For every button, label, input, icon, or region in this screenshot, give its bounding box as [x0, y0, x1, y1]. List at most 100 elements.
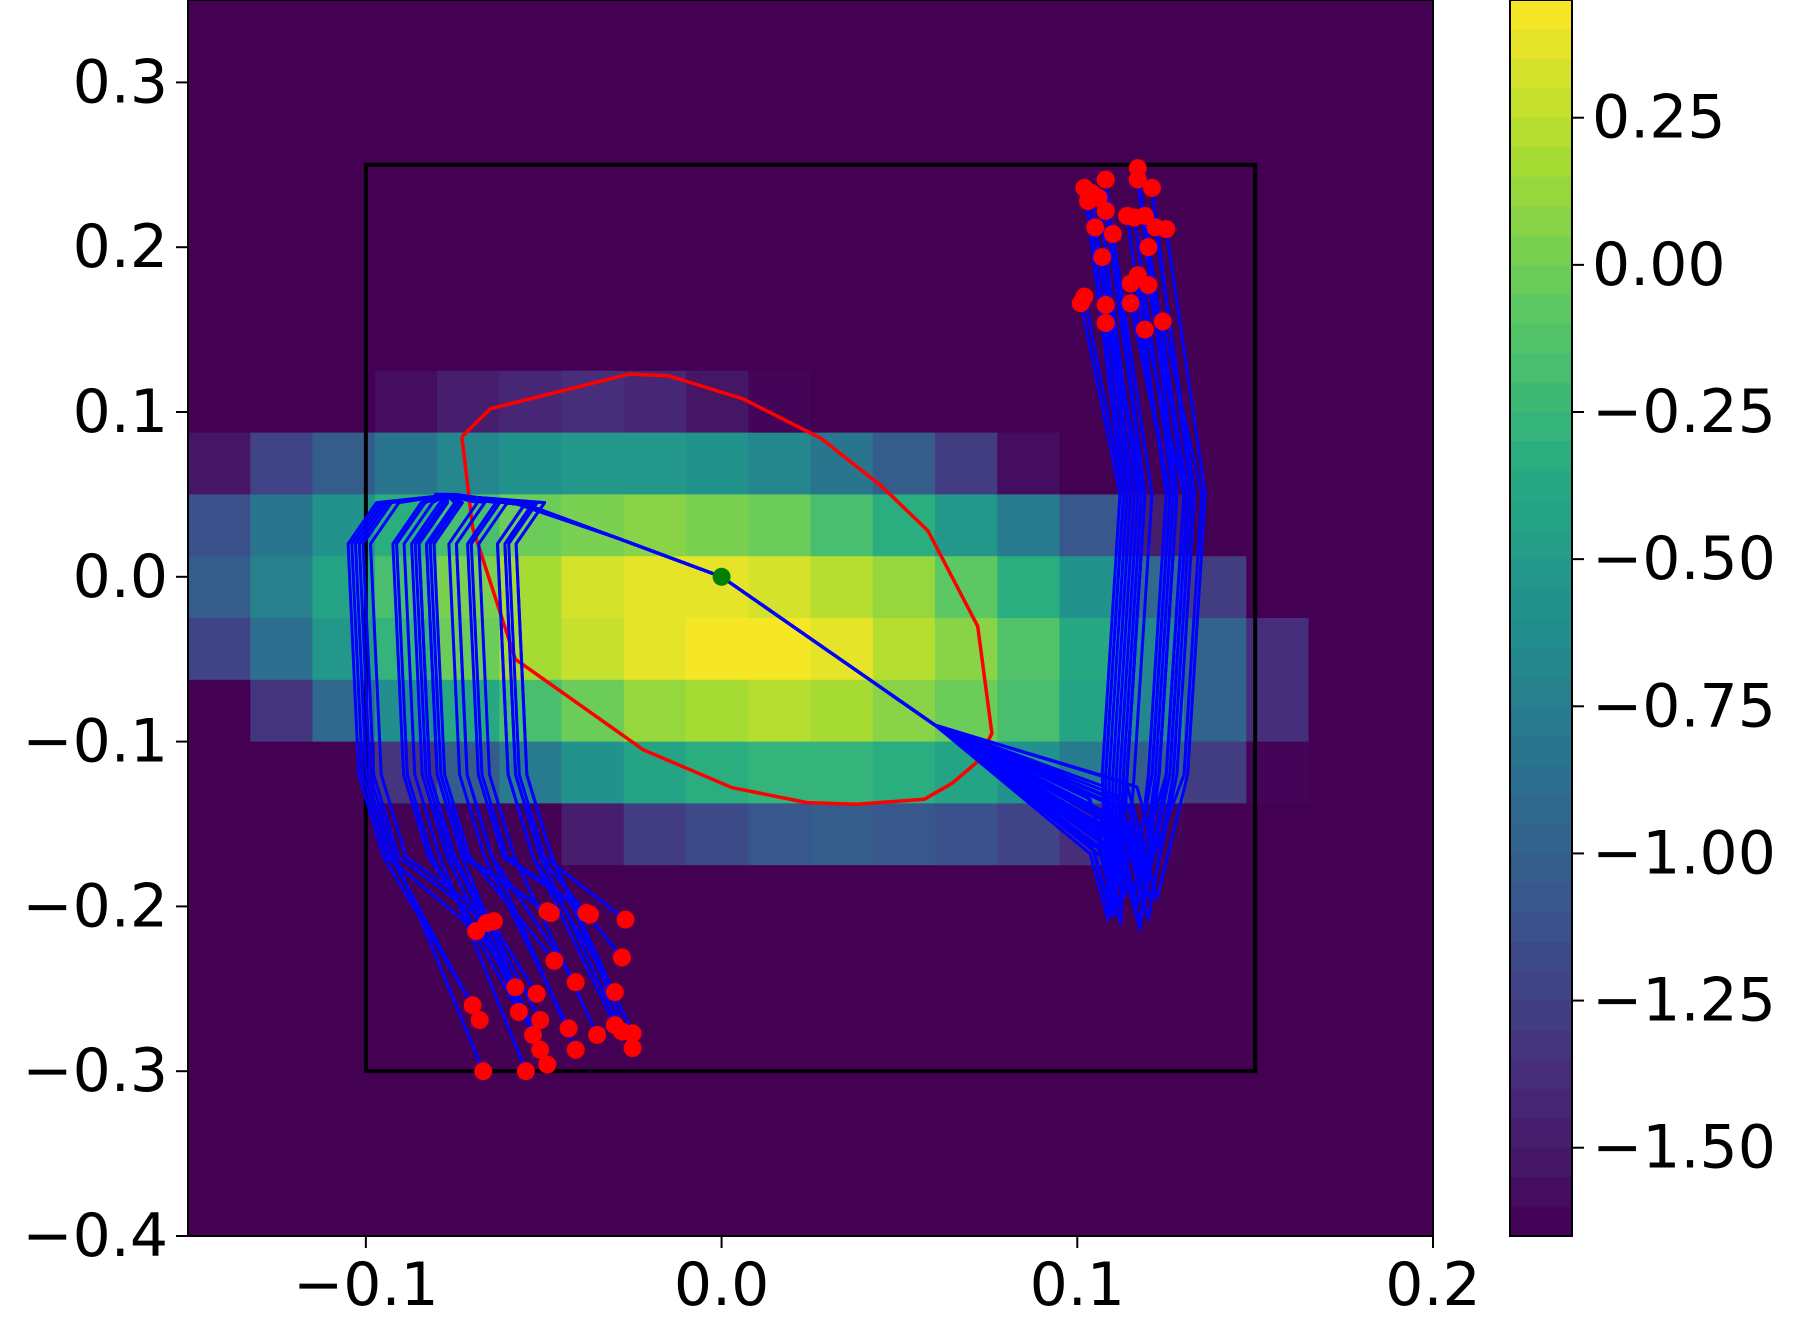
contour-cell	[997, 309, 1061, 372]
trajectory-endpoint	[1125, 208, 1144, 227]
contour-cell	[623, 741, 687, 805]
contour-cell	[935, 432, 998, 496]
contour-cell	[1370, 370, 1433, 434]
contour-cell	[748, 432, 812, 496]
contour-cell	[1246, 61, 1310, 125]
colorbar-band	[1510, 470, 1572, 501]
colorbar-band	[1510, 647, 1572, 678]
contour-cell	[935, 1112, 998, 1175]
contour-cell	[250, 803, 314, 866]
contour-cell	[1308, 185, 1372, 248]
trajectory-group	[346, 167, 1207, 1072]
colorbar-band	[1510, 676, 1572, 707]
contour-cell	[188, 1050, 251, 1114]
trajectory-endpoint	[616, 910, 635, 929]
contour-cell	[1246, 1112, 1310, 1175]
contour-cell	[872, 185, 936, 248]
trajectory-endpoint	[1086, 218, 1105, 237]
colorbar-tick-label: −1.50	[1592, 1113, 1776, 1183]
contour-cell	[250, 988, 314, 1052]
trajectory-endpoint	[463, 996, 482, 1015]
contour-cell	[188, 61, 251, 125]
contour-cell	[1308, 927, 1372, 990]
contour-cell	[810, 1112, 874, 1175]
colorbar-band	[1510, 765, 1572, 796]
contour-cell	[437, 185, 500, 248]
contour-cell	[872, 123, 936, 187]
contour-cell	[997, 865, 1061, 928]
contour-cell	[872, 1050, 936, 1114]
colorbar-band	[1510, 412, 1572, 443]
trajectory-endpoint	[541, 904, 560, 922]
contour-cell	[623, 309, 687, 372]
trajectory-endpoint	[566, 973, 585, 992]
contour-cell	[1308, 0, 1372, 63]
x-tick-label: 0.0	[674, 1250, 769, 1319]
colorbar-band	[1510, 88, 1572, 119]
origin-point	[712, 567, 731, 586]
contour-cell	[499, 1112, 563, 1175]
contour-cell	[872, 370, 936, 434]
contour-cell	[686, 370, 749, 434]
contour-cell	[561, 370, 625, 434]
y-tick-label: −0.2	[22, 871, 168, 941]
trajectory-line	[720, 321, 1204, 855]
contour-cell	[188, 370, 251, 434]
contour-cell	[561, 247, 625, 310]
trajectory-endpoint	[1093, 248, 1112, 267]
contour-cell	[872, 494, 936, 557]
contour-cell	[188, 309, 251, 372]
trajectory-endpoint	[527, 984, 546, 1003]
contour-cell	[748, 185, 812, 248]
colorbar-band	[1510, 0, 1572, 31]
contour-cell	[561, 741, 625, 805]
contour-cell	[935, 61, 998, 125]
contour-cell	[1370, 247, 1433, 310]
contour-cell	[1308, 1050, 1372, 1114]
y-tick-label: 0.0	[73, 542, 168, 612]
trajectory-endpoint	[1128, 170, 1147, 189]
contour-cell	[997, 185, 1061, 248]
contour-cell	[250, 679, 314, 743]
contour-cell	[499, 247, 563, 310]
contour-cell	[1059, 1050, 1123, 1114]
contour-cell	[935, 803, 998, 866]
colorbar-tick-label: −0.75	[1592, 671, 1776, 741]
contour-cell	[810, 185, 874, 248]
contour-cell	[437, 370, 500, 434]
contour-cell	[1184, 0, 1247, 63]
contour-cell	[623, 370, 687, 434]
contour-cell	[250, 741, 314, 805]
contour-cell	[623, 185, 687, 248]
contour-cell	[872, 61, 936, 125]
contour-cell	[623, 927, 687, 990]
colorbar-band	[1510, 500, 1572, 531]
contour-cell	[437, 1050, 500, 1114]
contour-cell	[686, 927, 749, 990]
trajectory-endpoint	[1135, 320, 1154, 339]
contour-cell	[374, 309, 438, 372]
contour-cell	[997, 988, 1061, 1052]
contour-cell	[374, 123, 438, 187]
contour-cell	[499, 741, 563, 805]
colorbar-band	[1510, 147, 1572, 178]
contour-cell	[188, 123, 251, 187]
contour-cell	[686, 1174, 749, 1236]
contour-cell	[686, 679, 749, 743]
contour-cell	[250, 0, 314, 63]
contour-cell	[1370, 123, 1433, 187]
contour-cell	[1370, 185, 1433, 248]
contour-cell	[1308, 247, 1372, 310]
contour-cell	[188, 432, 251, 496]
contour-cell	[1184, 247, 1247, 310]
contour-cell	[1184, 61, 1247, 125]
contour-cell	[872, 927, 936, 990]
contour-cell	[250, 618, 314, 681]
colorbar-tick-label: −0.25	[1592, 377, 1776, 447]
contour-cell	[1121, 1174, 1185, 1236]
contour-cell	[935, 309, 998, 372]
contour-cell	[810, 123, 874, 187]
contour-cell	[250, 185, 314, 248]
trajectory-endpoint	[545, 951, 564, 970]
contour-cell	[1059, 0, 1123, 63]
